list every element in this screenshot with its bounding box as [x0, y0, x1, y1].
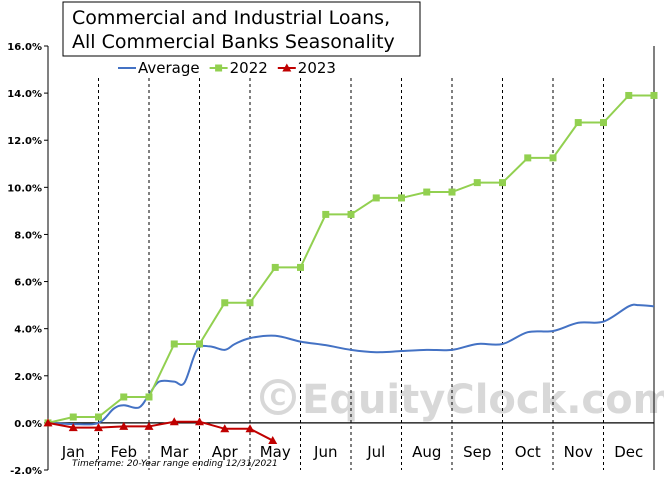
- data-point-square: [524, 154, 532, 162]
- watermark-copyright-glyph: C: [270, 386, 286, 411]
- data-point-square: [625, 91, 633, 99]
- legend-item-average: Average: [118, 59, 200, 77]
- data-point-square: [95, 413, 102, 421]
- y-tick-label: 14.0%: [7, 89, 42, 100]
- y-tick-label: 4.0%: [14, 325, 42, 336]
- data-point-square: [549, 154, 557, 162]
- data-point-square: [322, 210, 330, 218]
- data-point-square: [69, 413, 77, 421]
- data-point-square: [574, 119, 582, 127]
- y-tick-label: 0.0%: [14, 419, 42, 430]
- y-tick-label: 6.0%: [14, 278, 42, 289]
- data-point-triangle: [43, 418, 53, 427]
- data-point-square: [499, 179, 506, 187]
- y-axis: -2.0% 0.0% 2.0% 4.0% 6.0% 8.0% 10.0% 12.0% 14.0%…: [7, 42, 48, 477]
- month-gridlines: [98, 78, 604, 470]
- data-point-square: [600, 119, 607, 127]
- data-point-square: [448, 188, 456, 196]
- y-tick-label: 16.0%: [7, 42, 42, 53]
- x-tick-label: Nov: [564, 443, 593, 461]
- title-line-2: All Commercial Banks Seasonality: [72, 31, 395, 53]
- x-tick-label: Apr: [212, 443, 239, 461]
- data-point-triangle: [169, 417, 179, 426]
- x-tick-label: Aug: [412, 443, 441, 461]
- legend-label: 2023: [298, 59, 336, 77]
- data-point-square: [221, 299, 229, 307]
- x-tick-label: Dec: [614, 443, 643, 461]
- data-point-triangle: [268, 436, 278, 445]
- data-point-triangle: [220, 424, 230, 433]
- data-point-square: [246, 299, 254, 307]
- x-tick-label: Sep: [463, 443, 491, 461]
- data-point-square: [347, 210, 355, 218]
- title-box: [62, 1, 421, 57]
- x-tick-label: Mar: [160, 443, 189, 461]
- data-point-square: [271, 263, 279, 271]
- footnote: Timeframe: 20-Year range ending 12/31/20…: [72, 459, 278, 469]
- title-line-1: Commercial and Industrial Loans,: [72, 7, 390, 29]
- data-point-square: [170, 340, 178, 348]
- data-point-square: [120, 393, 128, 401]
- x-tick-label: May: [260, 443, 291, 461]
- data-point-triangle: [195, 417, 204, 426]
- x-tick-label: Jul: [366, 443, 385, 461]
- data-point-square: [423, 188, 431, 196]
- legend-item-2022: 2022: [209, 59, 268, 77]
- x-axis: Jan Feb Mar Apr May Jun Jul Aug Sep Oct Nov Dec: [61, 443, 644, 461]
- y-tick-label: 8.0%: [14, 230, 42, 241]
- series-line: [47, 303, 655, 426]
- y-tick-label: 2.0%: [14, 372, 42, 383]
- series-layer: [43, 91, 658, 445]
- data-point-triangle: [119, 421, 129, 430]
- legend-label: 2022: [230, 59, 268, 77]
- watermark-copyright-icon: [260, 379, 296, 415]
- data-point-triangle: [245, 424, 255, 433]
- data-point-square: [650, 91, 658, 99]
- series-average: [47, 303, 655, 426]
- x-tick-label: Jun: [313, 443, 337, 461]
- x-tick-label: Oct: [515, 443, 541, 461]
- data-point-square: [372, 194, 380, 202]
- data-point-square: [297, 263, 304, 271]
- series-line: [47, 420, 274, 442]
- y-tick-label: 12.0%: [7, 136, 42, 147]
- data-point-triangle: [94, 423, 103, 432]
- data-point-triangle: [144, 421, 154, 430]
- series-2022: [44, 91, 658, 427]
- x-tick-label: Jan: [61, 443, 85, 461]
- data-point-square: [473, 179, 481, 187]
- data-point-square: [196, 340, 203, 348]
- legend-item-2023: 2023: [277, 59, 336, 77]
- chart-title: Commercial and Industrial Loans, All Com…: [62, 1, 421, 57]
- watermark-text: EquityClock.com: [302, 377, 664, 423]
- x-tick-label: Feb: [110, 443, 137, 461]
- data-point-square: [215, 64, 223, 72]
- data-point-square: [398, 194, 405, 202]
- legend-label: Average: [138, 59, 200, 77]
- legend: Average 2022 2023: [118, 59, 336, 77]
- data-point-square: [145, 393, 153, 401]
- data-point-triangle: [282, 63, 292, 72]
- data-point-triangle: [68, 423, 78, 432]
- series-2023: [43, 417, 278, 445]
- y-tick-label: 10.0%: [7, 183, 42, 194]
- y-tick-label: -2.0%: [10, 466, 42, 477]
